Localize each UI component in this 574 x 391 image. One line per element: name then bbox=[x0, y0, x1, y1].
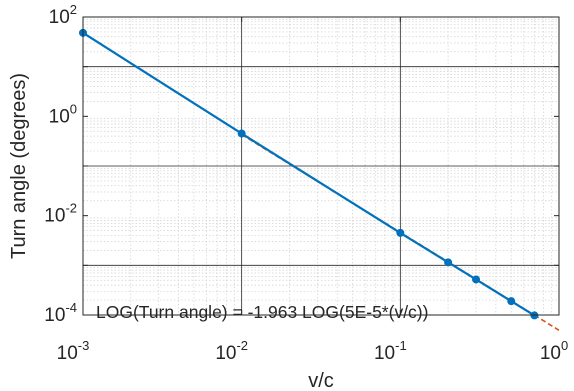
series-layer bbox=[79, 28, 560, 331]
y-axis-label: Turn angle (degrees) bbox=[8, 73, 30, 259]
major-grid bbox=[83, 17, 559, 315]
data-point bbox=[444, 258, 453, 267]
y-tick-label: 10-4 bbox=[44, 300, 77, 326]
tick-layer: 10-3 10-2 10-1 100 10-4 10-2 100 102 bbox=[44, 2, 568, 364]
y-tick-label: 100 bbox=[49, 101, 77, 127]
x-tick-label: 10-3 bbox=[57, 338, 90, 364]
x-tick-label: 10-2 bbox=[215, 338, 248, 364]
data-point bbox=[396, 228, 405, 237]
data-point bbox=[507, 297, 516, 306]
x-axis-label: v/c bbox=[308, 370, 334, 391]
y-tick-label: 10-2 bbox=[44, 201, 77, 227]
data-point bbox=[237, 129, 246, 138]
y-tick-label: 102 bbox=[49, 2, 77, 28]
data-point bbox=[472, 275, 481, 284]
annotation-text: LOG(Turn angle) = -1.963 LOG(5E-5*(v/c)) bbox=[96, 302, 428, 322]
x-tick-label: 10-1 bbox=[374, 338, 407, 364]
x-tick-label: 100 bbox=[540, 338, 568, 364]
